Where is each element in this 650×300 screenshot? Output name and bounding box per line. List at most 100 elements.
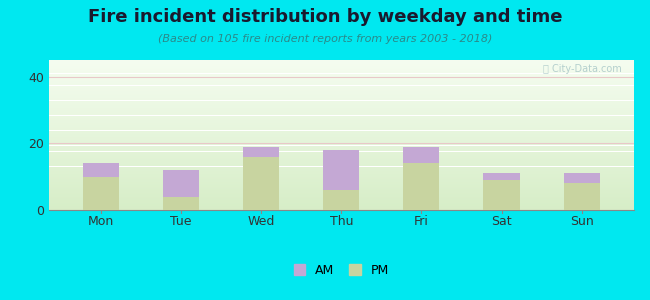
Bar — [49, 152, 634, 153]
Bar — [49, 199, 634, 200]
Bar — [49, 109, 634, 110]
Bar — [49, 184, 634, 185]
Bar — [49, 73, 634, 74]
Bar — [484, 180, 519, 210]
Bar — [49, 130, 634, 131]
Bar — [49, 100, 634, 101]
Bar — [49, 169, 634, 170]
Bar — [49, 148, 634, 149]
Bar — [49, 82, 634, 83]
Bar — [484, 173, 519, 180]
Bar — [163, 197, 199, 210]
Bar — [49, 105, 634, 106]
Bar — [49, 142, 634, 143]
Bar — [49, 68, 634, 69]
Bar — [49, 140, 634, 141]
Bar — [49, 117, 634, 118]
Bar — [49, 147, 634, 148]
Bar — [49, 160, 634, 161]
Bar — [49, 150, 634, 151]
Bar — [49, 78, 634, 79]
Bar — [49, 190, 634, 191]
Bar — [49, 139, 634, 140]
Bar — [564, 173, 600, 183]
Bar — [49, 173, 634, 174]
Bar — [49, 110, 634, 111]
Bar — [83, 163, 119, 177]
Bar — [49, 168, 634, 169]
Bar — [49, 209, 634, 210]
Bar — [49, 126, 634, 127]
Bar — [49, 183, 634, 184]
Bar — [49, 137, 634, 138]
Bar — [163, 170, 199, 197]
Bar — [49, 207, 634, 208]
Bar — [49, 202, 634, 203]
Bar — [49, 106, 634, 107]
Bar — [49, 124, 634, 125]
Bar — [49, 179, 634, 180]
Bar — [49, 206, 634, 207]
Bar — [49, 121, 634, 122]
Bar — [49, 85, 634, 86]
Bar — [49, 94, 634, 95]
Bar — [49, 171, 634, 172]
Text: (Based on 105 fire incident reports from years 2003 - 2018): (Based on 105 fire incident reports from… — [158, 34, 492, 44]
Bar — [49, 103, 634, 104]
Bar — [49, 176, 634, 177]
Bar — [49, 112, 634, 113]
Bar — [49, 69, 634, 70]
Bar — [49, 145, 634, 146]
Bar — [49, 196, 634, 197]
Bar — [49, 98, 634, 99]
Bar — [49, 203, 634, 204]
Bar — [49, 166, 634, 167]
Bar — [49, 164, 634, 165]
Bar — [49, 92, 634, 93]
Bar — [49, 162, 634, 163]
Bar — [49, 116, 634, 117]
Bar — [49, 77, 634, 78]
Bar — [49, 120, 634, 121]
Text: Ⓜ City-Data.com: Ⓜ City-Data.com — [543, 64, 622, 74]
Bar — [49, 161, 634, 162]
Bar — [49, 118, 634, 119]
Bar — [49, 151, 634, 152]
Bar — [49, 175, 634, 176]
Bar — [49, 101, 634, 102]
Bar — [49, 93, 634, 94]
Bar — [49, 119, 634, 120]
Bar — [49, 104, 634, 105]
Bar — [49, 60, 634, 61]
Bar — [49, 133, 634, 134]
Bar — [49, 74, 634, 75]
Bar — [49, 204, 634, 205]
Bar — [49, 107, 634, 108]
Bar — [49, 157, 634, 158]
Bar — [49, 97, 634, 98]
Bar — [49, 135, 634, 136]
Bar — [49, 208, 634, 209]
Bar — [49, 114, 634, 115]
Bar — [49, 91, 634, 92]
Bar — [49, 88, 634, 89]
Bar — [323, 150, 359, 190]
Bar — [49, 182, 634, 183]
Bar — [49, 174, 634, 175]
Bar — [49, 177, 634, 178]
Bar — [49, 71, 634, 72]
Bar — [49, 198, 634, 199]
Bar — [49, 102, 634, 103]
Bar — [49, 141, 634, 142]
Bar — [49, 64, 634, 65]
Bar — [49, 87, 634, 88]
Bar — [49, 194, 634, 195]
Bar — [49, 61, 634, 62]
Bar — [49, 96, 634, 97]
Bar — [49, 188, 634, 189]
Bar — [49, 167, 634, 168]
Bar — [323, 190, 359, 210]
Bar — [49, 149, 634, 150]
Bar — [49, 138, 634, 139]
Bar — [49, 62, 634, 63]
